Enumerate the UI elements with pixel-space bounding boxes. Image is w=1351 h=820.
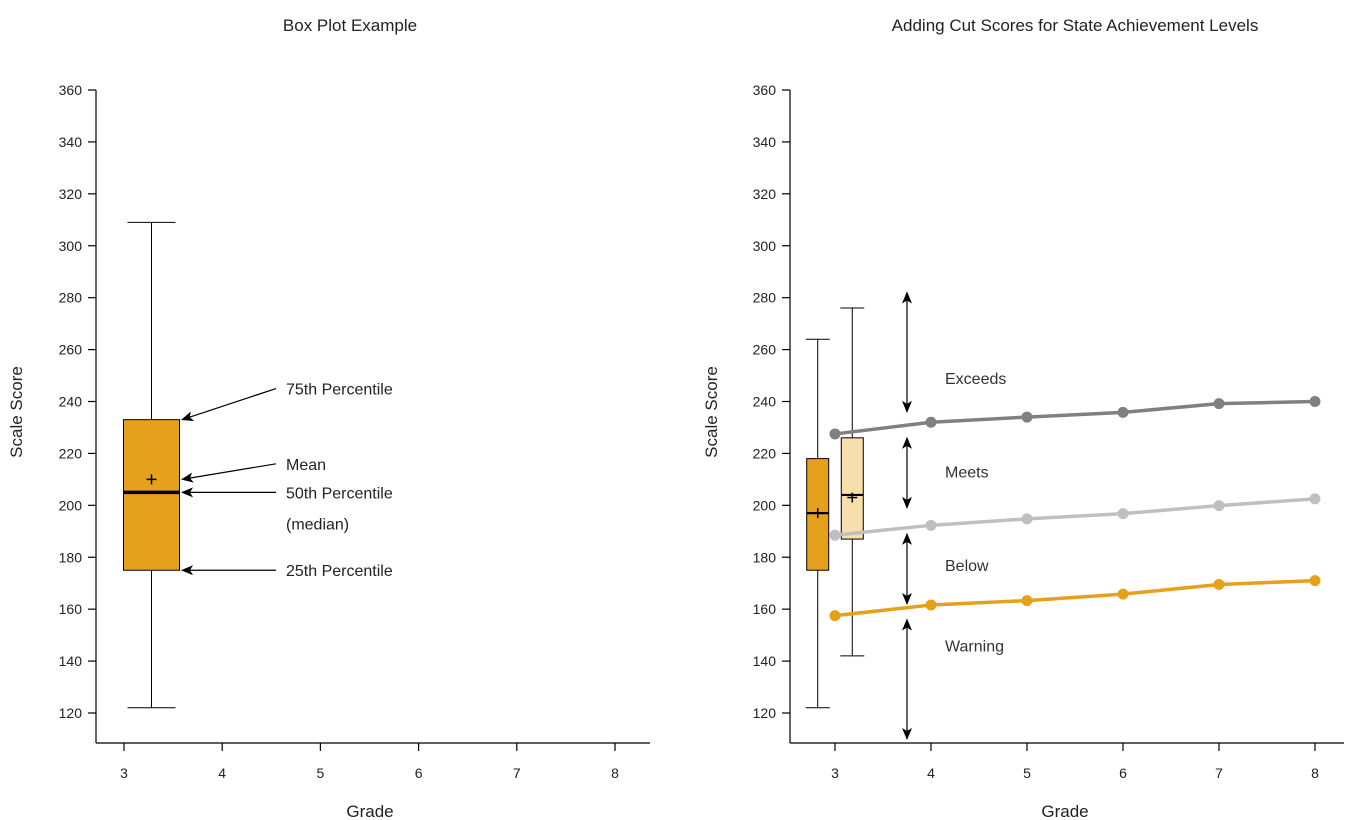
annotation-label: 50th Percentile [286, 485, 393, 502]
cut-score-point [1021, 513, 1033, 525]
x-tick-label: 7 [1215, 765, 1223, 781]
annotation-label: (median) [286, 517, 349, 534]
cut-score-point [1309, 493, 1321, 505]
cut-score-point [1309, 396, 1321, 407]
y-tick-label: 140 [753, 653, 777, 669]
y-tick-label: 200 [59, 497, 83, 513]
x-tick-label: 7 [513, 765, 521, 781]
x-tick-label: 5 [317, 765, 325, 781]
x-tick-label: 8 [611, 765, 619, 781]
cut-score-point [1021, 411, 1033, 423]
cut-score-point [925, 519, 937, 531]
chart-2-ylabel: Scale Score [702, 366, 721, 458]
chart-2-plot: 120 140 160 180 200 220 240 260 280 300 320 340 360 3… [753, 82, 1344, 781]
level-label: Warning [945, 639, 1004, 656]
annotation-label: Mean [286, 457, 326, 474]
y-tick-label: 340 [753, 134, 777, 150]
level-label: Below [945, 558, 989, 575]
cut-score-point [1213, 398, 1225, 410]
level-label: Exceeds [945, 371, 1006, 388]
level-label: Meets [945, 465, 989, 482]
y-tick-label: 280 [59, 290, 83, 306]
x-tick-label: 6 [1119, 765, 1127, 781]
y-tick-label: 120 [59, 705, 83, 721]
y-tick-label: 300 [753, 238, 777, 254]
x-tick-label: 8 [1311, 765, 1319, 781]
y-tick-label: 220 [753, 445, 777, 461]
y-tick-label: 300 [59, 238, 83, 254]
y-tick-label: 340 [59, 134, 83, 150]
chart-1: Box Plot Example Scale Score Grade 120 14… [7, 16, 650, 820]
cut-score-point [1117, 508, 1129, 520]
y-tick-label: 320 [59, 186, 83, 202]
annotation-arrow [181, 387, 277, 421]
annotation-arrow [181, 463, 277, 483]
box-body [122, 419, 180, 571]
y-tick-label: 160 [59, 601, 83, 617]
cut-score-point [829, 610, 841, 622]
chart-1-title: Box Plot Example [283, 16, 417, 35]
y-tick-label: 260 [59, 342, 83, 358]
chart-2-title: Adding Cut Scores for State Achievement … [892, 16, 1259, 35]
chart-2-xlabel: Grade [1041, 802, 1088, 820]
y-tick-label: 280 [753, 290, 777, 306]
x-tick-label: 6 [415, 765, 423, 781]
y-tick-label: 180 [753, 549, 777, 565]
y-tick-label: 120 [753, 705, 777, 721]
cut-score-point [1117, 406, 1129, 418]
y-tick-label: 220 [59, 445, 83, 461]
y-tick-label: 200 [753, 497, 777, 513]
x-tick-label: 3 [120, 765, 128, 781]
y-tick-label: 180 [59, 549, 83, 565]
x-tick-label: 4 [927, 765, 935, 781]
annotation-label: 25th Percentile [286, 563, 393, 580]
cut-score-point [829, 529, 841, 541]
y-tick-label: 140 [59, 653, 83, 669]
cut-score-line [834, 399, 1316, 436]
cut-score-point [1117, 588, 1129, 600]
chart-1-ylabel: Scale Score [7, 366, 26, 458]
y-tick-label: 240 [59, 394, 83, 410]
chart-2: Adding Cut Scores for State Achievement … [702, 16, 1344, 820]
chart-1-xlabel: Grade [346, 802, 393, 820]
cut-score-point [1213, 500, 1225, 512]
y-tick-label: 160 [753, 601, 777, 617]
box-body [840, 437, 864, 540]
cut-score-point [1309, 575, 1321, 587]
cut-score-point [1021, 595, 1033, 607]
cut-score-point [1213, 579, 1225, 591]
cut-score-line [834, 578, 1316, 618]
y-tick-label: 360 [753, 82, 777, 98]
x-tick-label: 4 [218, 765, 226, 781]
x-tick-label: 5 [1023, 765, 1031, 781]
annotation-label: 75th Percentile [286, 382, 393, 399]
cut-score-point [925, 599, 937, 611]
y-tick-label: 240 [753, 394, 777, 410]
x-tick-label: 3 [831, 765, 839, 781]
chart-1-plot: 120 140 160 180 200 220 240 260 280 300 320 340 360 3… [59, 82, 650, 781]
y-tick-label: 260 [753, 342, 777, 358]
y-tick-label: 320 [753, 186, 777, 202]
cut-score-line [834, 497, 1316, 537]
cut-score-point [829, 428, 841, 440]
cut-score-point [925, 416, 937, 428]
y-tick-label: 360 [59, 82, 83, 98]
